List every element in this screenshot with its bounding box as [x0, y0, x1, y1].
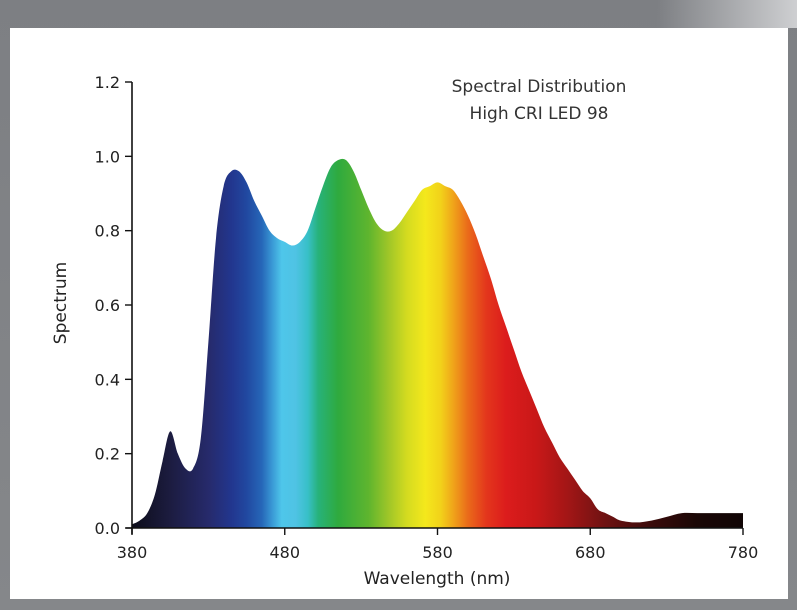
- y-axis-label: Spectrum: [51, 262, 71, 344]
- chart-title: Spectral Distribution: [452, 77, 627, 97]
- frame-highlight: [657, 0, 797, 28]
- y-tick-label: 0.8: [95, 222, 120, 241]
- spectrum-area: [132, 158, 743, 528]
- y-tick-label: 0.6: [95, 296, 120, 315]
- ticks: 0.0 0.2 0.4 0.6 0.8 1.0 1.2 380 480 580 680 780: [95, 73, 759, 562]
- x-tick-label: 780: [728, 543, 759, 562]
- y-tick-label: 1.0: [95, 147, 120, 166]
- x-axis-label: Wavelength (nm): [364, 569, 511, 589]
- chart-subtitle: High CRI LED 98: [470, 104, 609, 124]
- x-tick-label: 380: [117, 543, 148, 562]
- x-tick-label: 680: [575, 543, 606, 562]
- x-tick-label: 580: [422, 543, 453, 562]
- axes: [126, 82, 743, 534]
- y-tick-label: 0.2: [95, 445, 120, 464]
- y-tick-label: 0.4: [95, 370, 120, 389]
- y-tick-label: 1.2: [95, 73, 120, 92]
- y-tick-label: 0.0: [95, 519, 120, 538]
- x-tick-label: 480: [269, 543, 300, 562]
